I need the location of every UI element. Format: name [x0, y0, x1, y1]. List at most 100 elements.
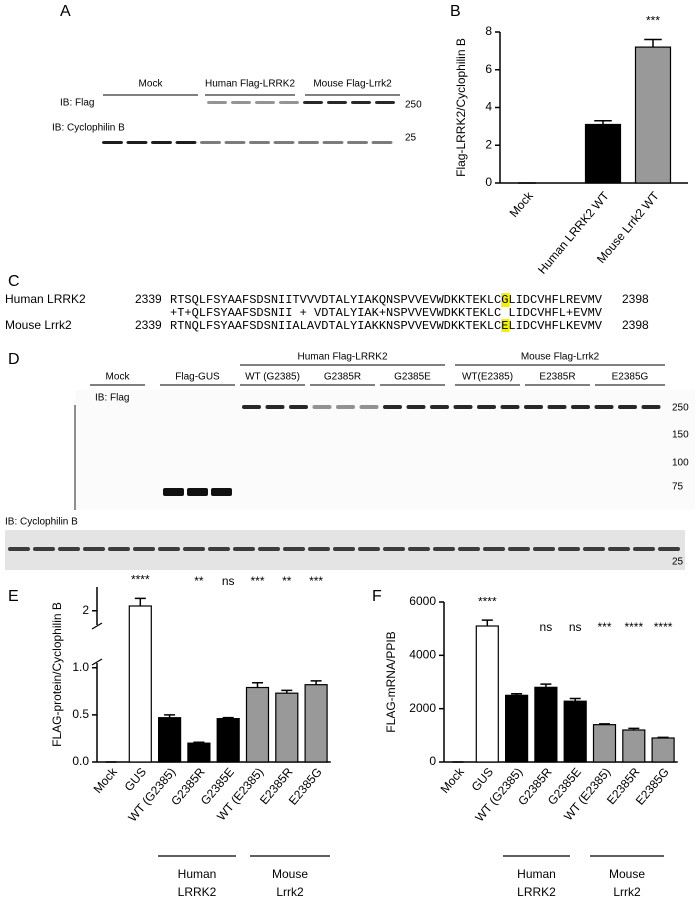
y-tick-label: 2: [82, 603, 89, 617]
blot-band: [383, 547, 405, 551]
row-label: IB: Cyclophilin B: [5, 517, 78, 528]
blot-band: [618, 405, 637, 409]
y-tick-label: 6: [485, 62, 492, 76]
blot-band: [347, 141, 368, 144]
lane-subgroup: WT(E2385): [462, 372, 513, 383]
row-label: IB: Flag: [60, 98, 94, 109]
bar: [304, 684, 328, 763]
bar: [584, 123, 622, 184]
lane-subgroup: G2385E: [394, 372, 431, 383]
error-bar: [310, 680, 322, 685]
blot-band: [33, 547, 55, 551]
error-bar: [594, 119, 612, 125]
sequence: LIDCVHFL+EVMV: [508, 306, 602, 320]
blot-band: [358, 547, 380, 551]
panel-label: F: [372, 588, 382, 605]
error-bar: [628, 727, 640, 730]
lane-group: Mock: [139, 79, 164, 90]
blot-band: [375, 101, 395, 104]
y-tick-label: 6000: [409, 594, 436, 608]
group-label: Human: [178, 867, 217, 881]
marker: 25: [405, 133, 417, 144]
blot-band: [322, 141, 344, 144]
blot-band: [83, 547, 105, 551]
x-tick-label: GUS: [122, 765, 149, 794]
bar: [622, 729, 646, 763]
significance: ***: [309, 574, 323, 588]
blot-band: [303, 101, 323, 104]
bar: [563, 700, 587, 763]
blot-band: [233, 547, 255, 551]
blot-band: [336, 405, 355, 409]
blot-band: [333, 547, 355, 551]
blot-band: [175, 141, 197, 144]
blot-band: [508, 547, 530, 551]
error-bar: [599, 723, 610, 725]
y-axis-title: FLAG-mRNA/PPIB: [384, 631, 398, 732]
blot-band: [289, 405, 308, 409]
sequence-highlight: G: [501, 293, 508, 307]
blot-band: [458, 547, 480, 551]
x-tick-label: Mock: [507, 188, 537, 220]
group-label: Lrrk2: [613, 885, 641, 899]
blot-band: [308, 547, 330, 551]
error-bar: [569, 697, 581, 702]
y-axis-title: FLAG-protein/Cyclophilin B: [50, 602, 64, 747]
bar: [187, 742, 211, 763]
seq-start: 2339: [135, 318, 162, 332]
blot-band: [483, 547, 505, 551]
y-tick-label: 4000: [409, 648, 436, 662]
panel-label: A: [60, 3, 71, 20]
significance: ns: [569, 620, 582, 634]
blot-band: [641, 405, 661, 409]
blot-band: [200, 141, 221, 144]
panel-label: E: [8, 588, 19, 605]
error-bar: [540, 683, 552, 688]
blot-band: [594, 405, 614, 409]
error-bar: [252, 682, 263, 688]
blot-band: [255, 101, 275, 104]
error-bar: [281, 689, 293, 694]
lane-group: Flag-GUS: [175, 372, 220, 383]
y-tick-label: 1.0: [72, 660, 89, 674]
lane-group: Mouse Flag-Lrrk2: [521, 352, 600, 363]
blot-band: [151, 141, 172, 144]
blot-band: [108, 547, 130, 551]
y-tick-label: 0.5: [72, 707, 89, 721]
blot-band: [558, 547, 580, 551]
blot-band: [249, 141, 270, 144]
x-tick-label: GUS: [469, 765, 496, 794]
marker: 150: [672, 430, 689, 441]
blot-band: [242, 405, 261, 409]
error-bar: [134, 597, 146, 606]
blot-band: [500, 405, 520, 409]
y-tick-label: 8: [485, 24, 492, 38]
seq-name: Mouse Lrrk2: [5, 318, 72, 332]
group-label: LRRK2: [517, 885, 556, 899]
bar: [634, 46, 672, 184]
seq-end: 2398: [622, 318, 649, 332]
blot-band: [608, 547, 630, 551]
blot-band: [163, 488, 184, 496]
blot-band: [231, 101, 251, 104]
x-tick-label: Mock: [438, 764, 468, 796]
marker: 250: [672, 403, 689, 414]
blot-band: [298, 141, 319, 144]
blot-band: [208, 547, 230, 551]
significance: ****: [131, 573, 150, 587]
blot-band: [187, 488, 208, 496]
blot-band: [547, 405, 567, 409]
y-tick-label: 2000: [409, 701, 436, 715]
marker: 25: [672, 557, 684, 568]
blot-band: [265, 405, 285, 409]
blot-band: [453, 405, 473, 409]
blot-band: [279, 101, 299, 104]
lane-group: Human Flag-LRRK2: [297, 352, 387, 363]
lane-subgroup: WT (G2385): [245, 372, 300, 383]
error-bar: [164, 714, 176, 718]
blot-band: [533, 547, 555, 551]
panel-label: C: [8, 273, 20, 290]
group-label: Mouse: [609, 867, 645, 881]
rule: [91, 622, 103, 630]
